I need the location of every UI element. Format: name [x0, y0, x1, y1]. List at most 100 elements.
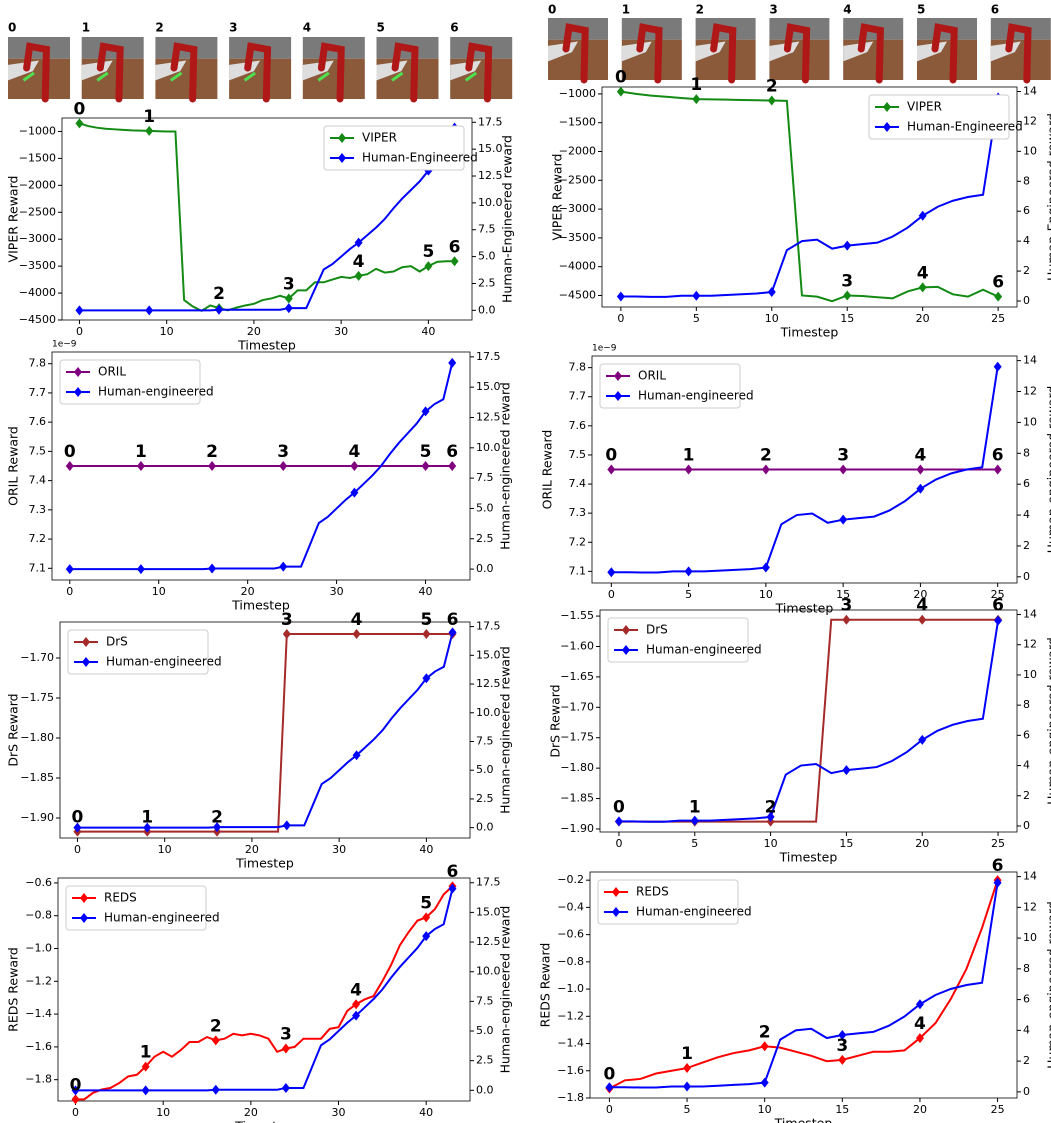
legend-marker	[883, 122, 891, 132]
y-tick-label: −1.85	[560, 792, 594, 805]
point-marker	[842, 614, 851, 625]
series-line	[609, 882, 999, 1089]
point-label: 3	[280, 1025, 292, 1045]
y-tick-label: −1.2	[25, 974, 52, 987]
x-axis-label: Timestep	[780, 325, 839, 340]
x-tick-label: 20	[913, 1103, 927, 1116]
legend-marker	[614, 391, 622, 401]
thumbnail-robot	[23, 42, 51, 103]
y2-tick-label: 0	[1023, 819, 1030, 832]
point-marker	[215, 304, 224, 315]
y-tick-label: −1.75	[20, 691, 54, 704]
y-axis-label: DrS Reward	[6, 693, 21, 766]
y2-tick-label: 17.5	[476, 876, 501, 889]
x-axis-label: Timestep	[774, 1116, 833, 1123]
point-marker	[839, 514, 848, 525]
y2-tick-label: 14	[1023, 84, 1037, 97]
x-tick-label: 10	[765, 312, 779, 325]
plot-frame	[61, 117, 473, 321]
point-marker	[208, 563, 217, 574]
point-label: 3	[277, 442, 289, 462]
thumbnail-robot	[562, 23, 589, 84]
y2-tick-label: 17.5	[478, 115, 503, 128]
point-marker	[352, 750, 361, 761]
point-label: 1	[135, 442, 147, 462]
point-marker	[993, 877, 1002, 888]
point-label: 6	[992, 596, 1004, 616]
series-line	[69, 362, 454, 571]
plot-frame	[599, 609, 1018, 833]
thumbnail-target	[170, 71, 183, 82]
point-marker	[71, 1094, 80, 1105]
point-label: 3	[281, 610, 293, 630]
point-label: 2	[760, 446, 772, 466]
point-marker	[684, 566, 693, 577]
point-marker	[141, 1061, 150, 1072]
y-tick-label: 7.7	[29, 386, 47, 399]
point-label: 4	[914, 1014, 926, 1034]
y-tick-label: −0.6	[557, 928, 584, 941]
y-tick-label: 7.4	[29, 474, 47, 487]
x-tick-label: 20	[913, 588, 927, 601]
y2-tick-label: 14	[1023, 354, 1037, 367]
y-tick-label: 7.7	[569, 390, 587, 403]
thumbnail-label: 3	[229, 21, 237, 35]
legend-label: Human-engineered	[98, 385, 214, 399]
y-axis-label: DrS Reward	[548, 684, 563, 757]
y2-tick-label: 15.0	[476, 905, 501, 918]
point-marker	[448, 883, 457, 894]
y-tick-label: −1.0	[557, 982, 584, 995]
point-label: 3	[837, 446, 849, 466]
y2-tick-label: 10.0	[476, 441, 501, 454]
point-marker	[352, 629, 361, 639]
y2-tick-label: 4	[1023, 1023, 1030, 1036]
legend-marker	[338, 153, 346, 163]
point-marker	[354, 270, 363, 281]
point-marker	[448, 627, 457, 638]
point-label: 2	[766, 77, 778, 97]
plot-frame	[59, 621, 471, 839]
point-label: 2	[210, 1016, 222, 1036]
y2-tick-label: 5.0	[476, 763, 494, 776]
y2-tick-label: 7.5	[476, 734, 494, 747]
y-tick-label: −2500	[559, 173, 596, 186]
y2-tick-label: 14	[1023, 870, 1037, 883]
legend-label: Human-engineered	[646, 643, 762, 657]
thumbnail-robot	[857, 23, 884, 84]
point-marker	[994, 615, 1003, 626]
point-label: 1	[681, 1044, 693, 1064]
point-marker	[75, 305, 84, 316]
thumbnail-label: 0	[8, 21, 16, 35]
point-label: 2	[213, 284, 225, 304]
y-tick-label: 7.6	[29, 415, 47, 428]
y-tick-label: 7.3	[569, 506, 587, 519]
point-marker	[136, 564, 145, 575]
point-marker	[760, 1077, 769, 1088]
y-tick-label: −1500	[19, 151, 56, 164]
point-label: 1	[683, 446, 695, 466]
point-marker	[915, 1033, 924, 1044]
legend-label: VIPER	[362, 131, 397, 145]
point-label: 4	[350, 980, 362, 1000]
point-marker	[352, 999, 361, 1010]
y2-tick-label: 0	[1023, 570, 1030, 583]
point-marker	[211, 1035, 220, 1046]
x-tick-label: 10	[156, 1106, 170, 1119]
legend-box	[599, 363, 741, 409]
point-marker	[843, 240, 852, 251]
x-tick-label: 10	[160, 325, 174, 338]
point-marker	[766, 811, 775, 822]
series-line	[77, 633, 453, 833]
point-label: 4	[917, 263, 929, 283]
x-axis-label: Timestep	[779, 850, 838, 865]
point-label: 4	[916, 596, 928, 616]
thumbnail-robot	[317, 42, 345, 103]
thumbnail-label: 5	[377, 21, 385, 35]
thumbnail-label: 2	[155, 21, 163, 35]
y-offset-text: 1e−9	[52, 340, 77, 350]
point-label: 2	[759, 1022, 771, 1042]
thumbnail-table	[769, 41, 800, 62]
thumbnail-label: 6	[991, 3, 999, 17]
y2-tick-label: 10.0	[478, 196, 503, 209]
point-marker	[843, 290, 852, 301]
